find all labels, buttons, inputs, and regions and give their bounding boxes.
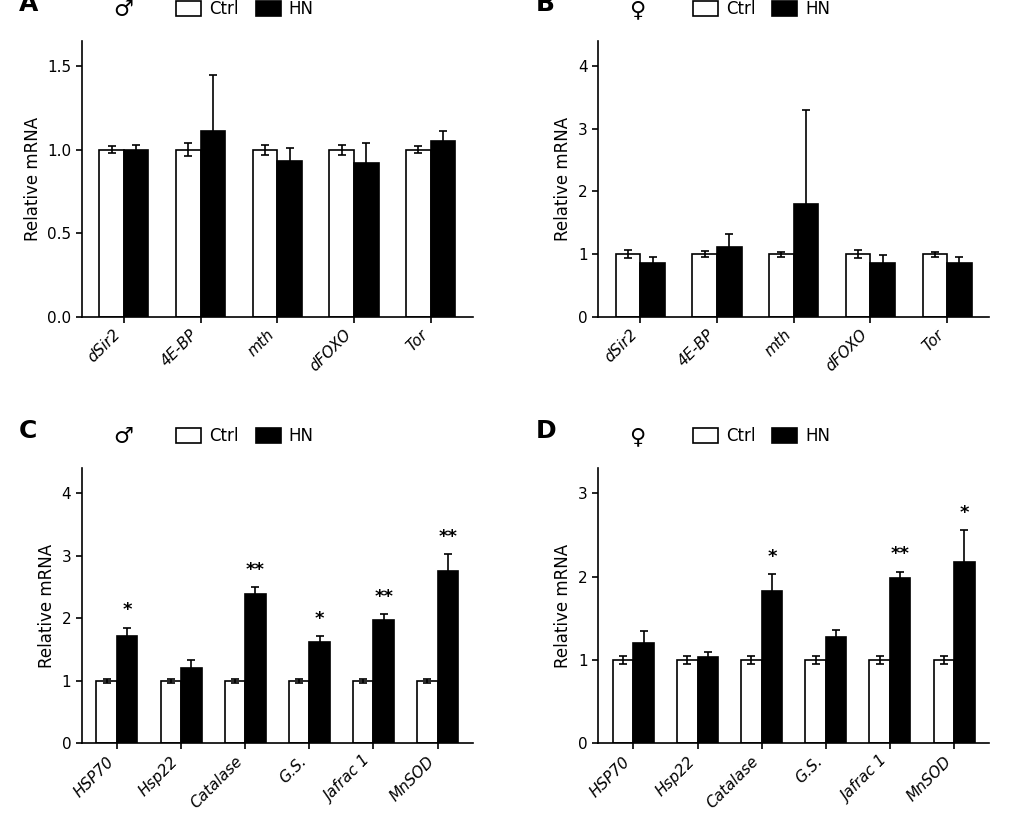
Legend: Ctrl, HN: Ctrl, HN — [692, 427, 829, 445]
Bar — [96, 681, 117, 743]
Legend: Ctrl, HN: Ctrl, HN — [176, 0, 314, 18]
Bar — [953, 562, 974, 743]
Bar — [640, 263, 664, 316]
Bar — [947, 263, 971, 316]
Bar — [922, 254, 947, 316]
Bar — [288, 681, 309, 743]
Bar — [768, 254, 793, 316]
Bar — [890, 578, 910, 743]
Text: **: ** — [438, 528, 457, 545]
Bar — [633, 643, 653, 743]
Text: D: D — [535, 419, 555, 443]
Bar — [692, 254, 716, 316]
Bar — [932, 660, 953, 743]
Bar — [417, 681, 437, 743]
Bar — [353, 681, 373, 743]
Bar — [868, 660, 890, 743]
Bar — [677, 660, 697, 743]
Text: **: ** — [246, 561, 265, 579]
Bar — [373, 620, 393, 743]
Bar — [99, 150, 123, 316]
Bar — [612, 660, 633, 743]
Text: A: A — [19, 0, 39, 16]
Bar — [437, 572, 458, 743]
Bar — [430, 141, 454, 316]
Bar — [697, 657, 717, 743]
Bar — [245, 595, 265, 743]
Bar — [253, 150, 277, 316]
Y-axis label: Relative mRNA: Relative mRNA — [554, 117, 572, 241]
Y-axis label: Relative mRNA: Relative mRNA — [38, 544, 56, 667]
Bar — [761, 591, 782, 743]
Bar — [123, 150, 148, 316]
Bar — [117, 636, 138, 743]
Bar — [805, 660, 825, 743]
Legend: Ctrl, HN: Ctrl, HN — [692, 0, 829, 18]
Text: C: C — [19, 419, 38, 443]
Text: **: ** — [374, 588, 393, 606]
Bar — [406, 150, 430, 316]
Bar — [329, 150, 354, 316]
Y-axis label: Relative mRNA: Relative mRNA — [554, 544, 572, 667]
Text: ♂: ♂ — [113, 0, 132, 20]
Bar — [176, 150, 201, 316]
Legend: Ctrl, HN: Ctrl, HN — [176, 427, 314, 445]
Text: *: * — [766, 548, 775, 566]
Bar — [277, 161, 302, 316]
Text: **: ** — [890, 545, 909, 563]
Bar — [354, 163, 378, 316]
Text: *: * — [122, 601, 131, 620]
Bar — [224, 681, 245, 743]
Text: B: B — [535, 0, 554, 16]
Text: *: * — [959, 504, 968, 521]
Bar — [825, 637, 846, 743]
Bar — [716, 246, 741, 316]
Text: ♀: ♀ — [629, 427, 645, 447]
Bar — [160, 681, 180, 743]
Bar — [869, 263, 894, 316]
Text: ♂: ♂ — [113, 427, 132, 447]
Y-axis label: Relative mRNA: Relative mRNA — [23, 117, 42, 241]
Bar — [309, 642, 329, 743]
Bar — [201, 131, 225, 316]
Text: *: * — [315, 610, 324, 628]
Text: ♀: ♀ — [629, 0, 645, 20]
Bar — [180, 668, 202, 743]
Bar — [845, 254, 869, 316]
Bar — [793, 204, 817, 316]
Bar — [741, 660, 761, 743]
Bar — [615, 254, 640, 316]
